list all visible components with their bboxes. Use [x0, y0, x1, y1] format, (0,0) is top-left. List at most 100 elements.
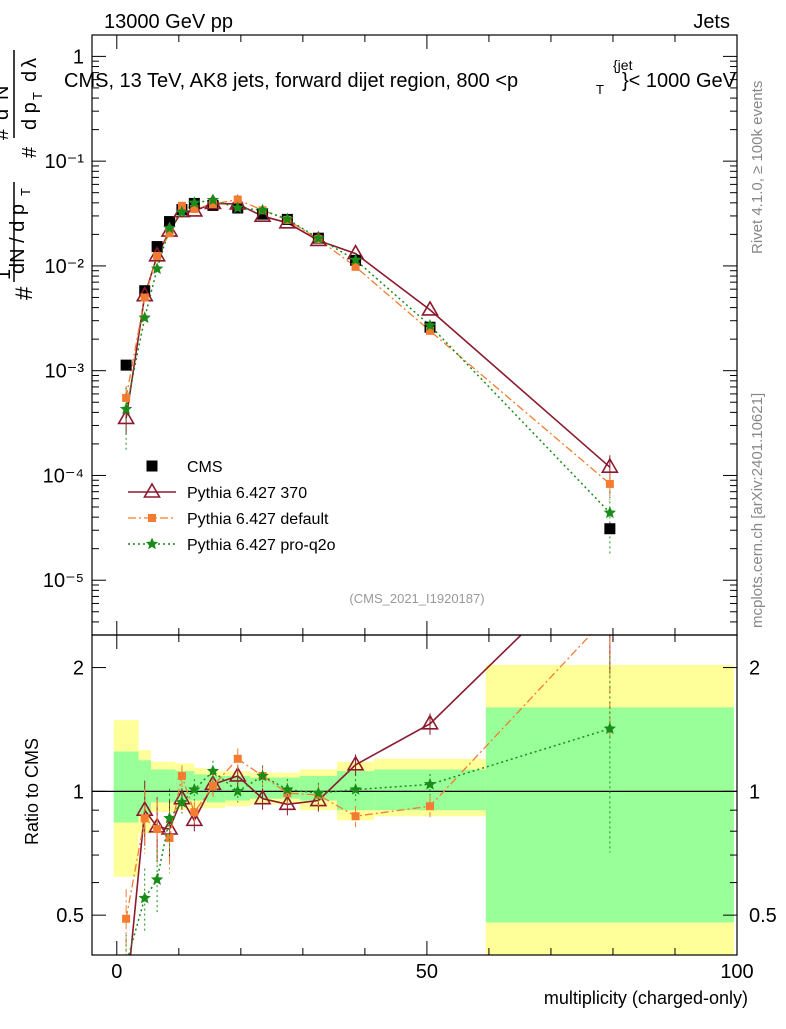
pythia-q2o-line: [127, 727, 611, 955]
x-tick-label: 0: [111, 961, 122, 983]
pythia-default-point: [190, 808, 199, 817]
legend-entry: Pythia 6.427 pro-q2o: [128, 537, 336, 554]
svg-text:CMS, 13 TeV, AK8 jets, forward: CMS, 13 TeV, AK8 jets, forward dijet reg…: [64, 70, 518, 92]
legend-label: CMS: [187, 459, 223, 476]
pythia-default-point: [233, 754, 242, 763]
pythia-default-point: [153, 252, 162, 261]
svg-text:N: N: [0, 86, 13, 100]
svg-text:#: #: [0, 128, 13, 140]
pythia-q2o-point: [281, 783, 294, 795]
pythia-q2o-point: [188, 196, 201, 209]
pythia-q2o-point: [423, 777, 437, 790]
svg-text:d: d: [0, 109, 13, 120]
analysis-id: (CMS_2021_I1920187): [349, 591, 484, 606]
pythia-q2o-point: [603, 722, 616, 734]
svg-text:#: #: [19, 146, 41, 158]
pythia-370-point: [421, 714, 439, 730]
pythia-q2o-point: [150, 262, 164, 274]
cms-point: [139, 285, 151, 297]
y-tick-label-main: 10⁻²: [45, 256, 85, 278]
pythia-q2o-point: [175, 795, 189, 808]
svg-text:dN / d p: dN / d p: [7, 204, 29, 274]
uncertainty-band-inner: [150, 769, 176, 803]
y-tick-label-ratio: 1: [73, 781, 84, 803]
y-tick-label-main: 10⁻³: [45, 361, 85, 383]
pythia-default-point: [140, 293, 149, 302]
pythia-370-point: [346, 755, 365, 771]
pythia-default-point: [208, 199, 217, 208]
pythia-q2o-point: [175, 205, 189, 218]
svg-text:λ: λ: [19, 58, 41, 68]
pythia-370-point: [278, 794, 297, 811]
legend-label: Pythia 6.427 default: [187, 511, 329, 528]
pythia-q2o-point: [163, 811, 176, 824]
x-axis-label: multiplicity (charged-only): [544, 988, 748, 1008]
pythia-default-point: [351, 812, 360, 821]
header-right: Jets: [693, 11, 730, 33]
pythia-default-point: [283, 789, 292, 798]
svg-text:{jet: {jet: [613, 57, 633, 73]
pythia-default-point: [165, 834, 174, 843]
pythia-q2o-point: [423, 319, 437, 331]
pythia-default-point: [190, 204, 199, 213]
pythia-q2o-point: [256, 769, 269, 782]
cms-point: [120, 359, 132, 371]
pythia-default-point: [208, 782, 217, 791]
chart-title: CMS, 13 TeV, AK8 jets, forward dijet reg…: [64, 57, 737, 97]
pythia-default-point: [233, 195, 242, 204]
y-tick-label-ratio: 0.5: [56, 905, 84, 927]
cms-point: [604, 523, 616, 535]
svg-text:#: #: [11, 286, 38, 300]
pythia-default-point: [426, 802, 435, 811]
pythia-q2o-point: [138, 891, 151, 904]
y-tick-label-main: 10⁻⁵: [43, 570, 84, 592]
legend-label: Pythia 6.427 370: [187, 485, 307, 502]
pythia-default-point: [140, 814, 149, 823]
pythia-default-point: [177, 201, 186, 210]
pythia-default-point: [165, 229, 174, 238]
pythia-370-point: [143, 482, 161, 498]
pythia-default-point: [153, 824, 162, 833]
pythia-q2o-point: [231, 201, 244, 214]
y-tick-label-ratio: 2: [73, 658, 84, 680]
pythia-370-point: [421, 300, 439, 316]
legend-entry: CMS: [146, 459, 223, 476]
pythia-q2o-point: [312, 786, 325, 799]
pythia-370-point: [253, 206, 272, 223]
ratio-ylabel: Ratio to CMS: [22, 738, 42, 845]
svg-text:2: 2: [0, 101, 3, 108]
pythia-q2o-point: [281, 212, 294, 225]
pythia-q2o-point: [163, 221, 176, 234]
pythia-370-point: [600, 457, 619, 473]
pythia-default-line: [125, 198, 611, 485]
pythia-370-line: [125, 202, 611, 468]
pythia-q2o-point: [312, 231, 325, 244]
pythia-370-point: [253, 789, 272, 805]
pythia-default-point: [177, 771, 186, 780]
pythia-default-point: [122, 914, 131, 923]
pythia-default-point: [605, 479, 614, 488]
y-tick-label-main: 1: [73, 46, 84, 68]
svg-text:T: T: [18, 188, 33, 196]
pythia-q2o-point: [138, 311, 151, 323]
pythia-q2o-point: [603, 506, 616, 519]
x-tick-label: 50: [416, 961, 438, 983]
pythia-q2o-point: [206, 193, 220, 206]
main-ylabel: # dN / d p T 1 # d p T # d 2 N d λ: [0, 50, 45, 300]
pythia-default-point: [426, 326, 435, 335]
header-left: 13000 GeV pp: [104, 11, 233, 33]
legend-entry: Pythia 6.427 370: [128, 482, 307, 502]
pythia-q2o-point: [145, 537, 159, 550]
pythia-q2o-point: [349, 783, 362, 795]
pythia-370-point: [119, 993, 134, 1006]
pythia-q2o-point: [188, 783, 201, 795]
y-tick-label-ratio-right: 0.5: [749, 905, 777, 927]
pythia-370-point: [185, 810, 204, 827]
y-tick-label-ratio-right: 2: [749, 658, 760, 680]
svg-text:d p: d p: [19, 102, 41, 130]
mcplots-label: mcplots.cern.ch [arXiv:2401.10621]: [749, 393, 766, 628]
legend-label: Pythia 6.427 pro-q2o: [187, 537, 336, 554]
pythia-q2o-point: [256, 203, 269, 216]
pythia-default-point: [148, 514, 156, 522]
